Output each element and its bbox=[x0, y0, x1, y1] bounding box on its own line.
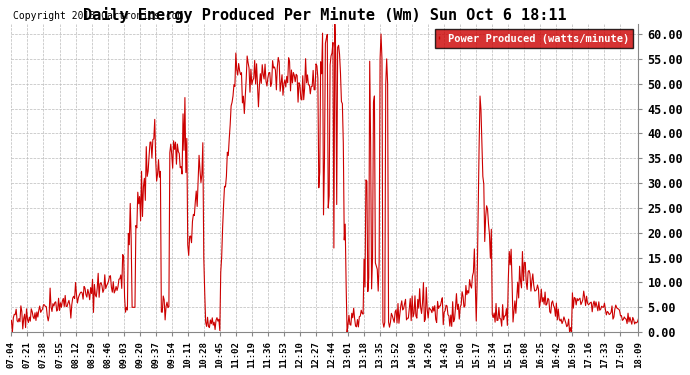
Legend: Power Produced (watts/minute): Power Produced (watts/minute) bbox=[435, 29, 633, 48]
Text: Copyright 2013 Cartronics.com: Copyright 2013 Cartronics.com bbox=[12, 11, 183, 21]
Title: Daily Energy Produced Per Minute (Wm) Sun Oct 6 18:11: Daily Energy Produced Per Minute (Wm) Su… bbox=[83, 7, 566, 23]
